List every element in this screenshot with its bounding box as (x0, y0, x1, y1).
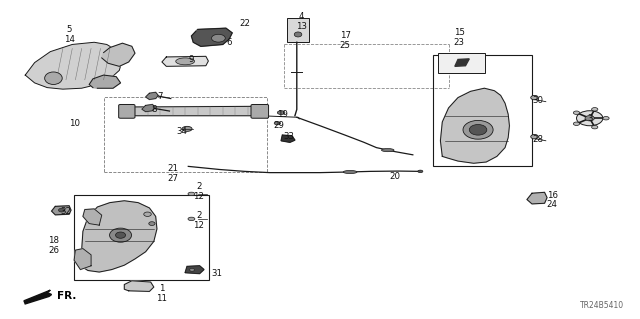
Ellipse shape (531, 135, 538, 139)
Ellipse shape (188, 217, 195, 221)
Text: 8: 8 (151, 105, 157, 114)
Text: 29: 29 (274, 121, 285, 130)
Ellipse shape (381, 149, 394, 152)
Text: 2
12: 2 12 (193, 182, 204, 201)
Ellipse shape (274, 122, 280, 125)
Ellipse shape (277, 111, 285, 115)
Text: 16
24: 16 24 (547, 191, 557, 210)
Ellipse shape (148, 222, 155, 226)
Ellipse shape (144, 212, 151, 216)
Text: 28: 28 (532, 135, 544, 144)
Text: 3: 3 (587, 114, 593, 123)
Text: 33: 33 (283, 132, 294, 142)
Ellipse shape (116, 232, 125, 238)
Polygon shape (162, 56, 209, 66)
Polygon shape (52, 206, 71, 215)
Text: 31: 31 (211, 269, 222, 278)
Polygon shape (455, 59, 469, 66)
Text: 4
13: 4 13 (296, 12, 307, 31)
Polygon shape (527, 192, 547, 204)
Text: 19: 19 (277, 110, 288, 119)
Polygon shape (82, 201, 157, 272)
Ellipse shape (211, 34, 225, 42)
Text: 9: 9 (189, 55, 194, 64)
Polygon shape (191, 28, 232, 46)
Polygon shape (102, 43, 135, 66)
Ellipse shape (585, 115, 595, 121)
Ellipse shape (418, 170, 423, 173)
Ellipse shape (591, 108, 598, 111)
FancyBboxPatch shape (438, 53, 485, 73)
Ellipse shape (469, 124, 487, 135)
Ellipse shape (182, 126, 192, 131)
Polygon shape (122, 106, 257, 116)
Ellipse shape (45, 72, 62, 85)
Text: FR.: FR. (56, 291, 76, 300)
FancyBboxPatch shape (251, 105, 269, 118)
Ellipse shape (343, 170, 357, 174)
Ellipse shape (603, 116, 609, 120)
Text: 21
27: 21 27 (167, 164, 178, 183)
Text: 6: 6 (227, 38, 232, 47)
Ellipse shape (531, 95, 538, 100)
FancyBboxPatch shape (287, 18, 309, 42)
Ellipse shape (573, 111, 580, 115)
Ellipse shape (188, 192, 195, 196)
Polygon shape (74, 249, 91, 270)
Ellipse shape (176, 58, 195, 65)
Polygon shape (185, 266, 204, 274)
Polygon shape (83, 209, 102, 225)
Text: 20: 20 (390, 172, 401, 181)
Text: 18
26: 18 26 (48, 236, 59, 255)
Polygon shape (24, 290, 52, 304)
Text: 5
14: 5 14 (63, 25, 75, 44)
Polygon shape (142, 105, 155, 112)
Ellipse shape (573, 122, 580, 125)
FancyBboxPatch shape (118, 105, 135, 118)
Text: 15
23: 15 23 (454, 28, 465, 47)
Text: 2
12: 2 12 (193, 211, 204, 230)
Text: 34: 34 (177, 127, 188, 136)
Polygon shape (440, 88, 509, 163)
Polygon shape (124, 281, 154, 292)
Polygon shape (281, 135, 295, 142)
Ellipse shape (463, 121, 493, 139)
Ellipse shape (109, 228, 132, 242)
Text: 7: 7 (157, 93, 163, 101)
Text: 32: 32 (61, 207, 72, 216)
Text: 17
25: 17 25 (340, 31, 351, 50)
Text: 1
11: 1 11 (156, 284, 167, 303)
Polygon shape (25, 42, 122, 89)
Ellipse shape (577, 111, 603, 126)
Polygon shape (146, 92, 158, 100)
Ellipse shape (294, 32, 302, 37)
Text: 10: 10 (68, 119, 79, 128)
Ellipse shape (591, 125, 598, 129)
Text: TR24B5410: TR24B5410 (580, 301, 624, 310)
Text: 22: 22 (239, 19, 250, 28)
Ellipse shape (189, 269, 195, 271)
Text: 30: 30 (532, 96, 544, 105)
Polygon shape (89, 75, 120, 88)
Ellipse shape (58, 208, 65, 212)
